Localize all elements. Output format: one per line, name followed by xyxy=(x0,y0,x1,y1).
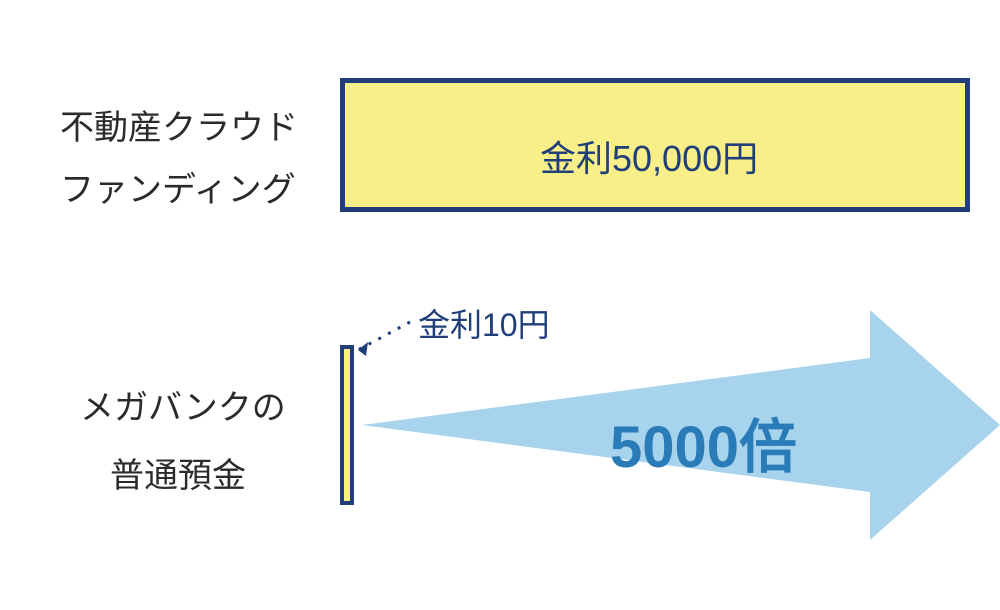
multiplier-label: 5000倍 xyxy=(610,400,797,484)
megabank-interest-label: 金利10円 xyxy=(418,300,550,346)
infographic-canvas: 不動産クラウド ファンディング 金利50,000円 メガバンクの 普通預金 金利… xyxy=(0,0,1000,610)
pointer-arrowhead xyxy=(358,342,368,356)
